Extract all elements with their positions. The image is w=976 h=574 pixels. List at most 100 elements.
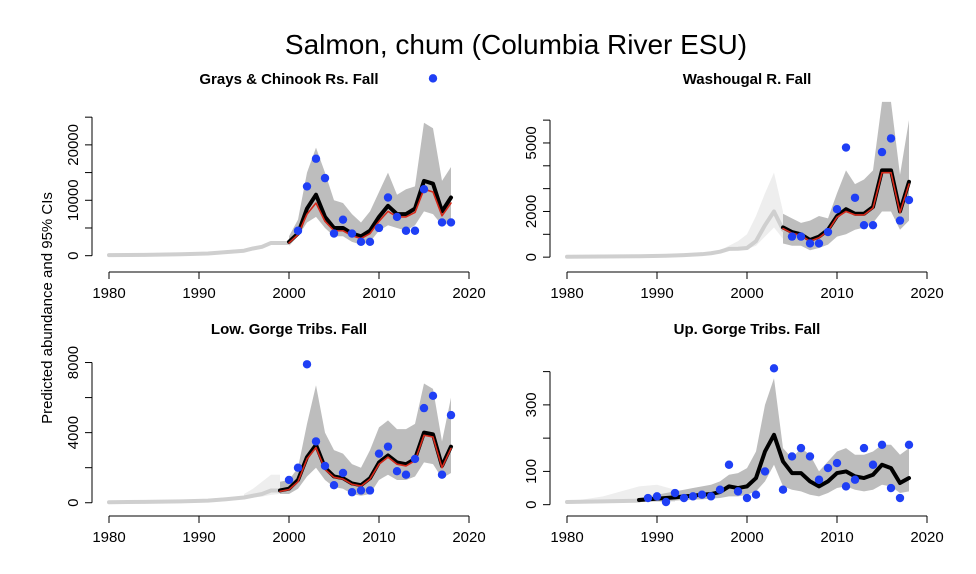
observed-point <box>437 470 447 479</box>
observed-point <box>823 227 833 237</box>
observed-point <box>383 193 393 202</box>
observed-point <box>832 204 842 214</box>
y-tick-label: 2000 <box>523 195 540 228</box>
panel-grays-chinook: Grays & Chinook Rs. Fall 1980 1990 2000 2010… <box>65 71 486 302</box>
y-tick-label: 0 <box>65 252 82 260</box>
y-tick-label: 0 <box>523 253 540 261</box>
observed-point <box>841 143 851 152</box>
observed-point <box>320 461 330 471</box>
observed-point <box>859 220 869 230</box>
observed-point <box>320 173 330 183</box>
axes: 1980 1990 2000 2010 2020 0 10000 20000 <box>65 116 486 302</box>
x-tick-label: 2010 <box>362 529 395 546</box>
observed-point <box>760 467 770 476</box>
observed-point <box>796 232 806 241</box>
panel-title: Up. Gorge Tribs. Fall <box>674 321 821 338</box>
observed-point <box>643 493 653 503</box>
panel-title: Low. Gorge Tribs. Fall <box>211 321 367 338</box>
x-tick-label: 2000 <box>272 285 305 302</box>
observed-point <box>904 440 914 449</box>
observed-point <box>868 220 878 230</box>
observed-point <box>338 215 348 224</box>
observed-point <box>877 147 887 157</box>
observed-point <box>311 437 321 446</box>
x-tick-label: 2010 <box>820 285 853 302</box>
observed-point <box>356 237 366 247</box>
x-tick-label: 2010 <box>362 285 395 302</box>
y-tick-label: 300 <box>523 392 540 417</box>
historical-line <box>565 209 785 259</box>
historical-line <box>565 498 641 505</box>
panel-washougal: Washougal R. Fall 1980 1990 2000 2010 2020 0 20… <box>523 71 944 302</box>
observed-point <box>329 481 339 490</box>
historical-band <box>720 172 783 253</box>
observed-point <box>410 454 420 464</box>
observed-point <box>446 410 456 420</box>
x-tick-label: 2020 <box>910 285 943 302</box>
x-tick-label: 1980 <box>550 285 583 302</box>
observed-point <box>365 486 375 495</box>
historical-line <box>107 240 291 258</box>
observed-point <box>419 403 429 413</box>
observed-point <box>787 452 797 461</box>
observed-point <box>284 475 294 485</box>
observed-point <box>652 492 662 501</box>
observed-point <box>805 452 815 461</box>
x-tick-label: 1990 <box>182 285 215 302</box>
observed-point <box>895 216 905 225</box>
observed-point <box>446 218 456 227</box>
observed-point <box>814 239 824 248</box>
observed-point <box>904 195 914 205</box>
y-tick-label: 8000 <box>65 346 82 379</box>
x-tick-label: 1980 <box>92 285 125 302</box>
axes: 1980 1990 2000 2010 2020 0 2000 5000 <box>523 119 944 302</box>
axes: 1980 1990 2000 2010 2020 0 100 300 <box>523 371 944 546</box>
observed-point <box>428 74 438 83</box>
x-tick-label: 2010 <box>820 529 853 546</box>
x-tick-label: 1980 <box>92 529 125 546</box>
historical-line <box>107 488 282 505</box>
observed-point <box>329 229 339 238</box>
figure-title: Salmon, chum (Columbia River ESU) <box>285 29 747 60</box>
fit-line <box>279 434 452 493</box>
observed-point <box>886 483 896 493</box>
ci-band <box>783 101 909 251</box>
observed-point <box>850 193 860 202</box>
panel-title: Grays & Chinook Rs. Fall <box>199 71 378 88</box>
observed-point <box>895 493 905 503</box>
observed-point <box>877 440 887 449</box>
panel-upper-gorge: Up. Gorge Tribs. Fall 1980 1990 2000 2010 202… <box>523 321 944 546</box>
observed-point <box>805 239 815 248</box>
observed-point <box>410 226 420 235</box>
observed-point <box>841 482 851 491</box>
x-tick-label: 2000 <box>272 529 305 546</box>
observed-point <box>670 488 680 498</box>
x-tick-label: 2000 <box>730 529 763 546</box>
observed-point <box>742 493 752 503</box>
observed-point <box>347 229 357 238</box>
observed-point <box>832 458 842 468</box>
observed-point <box>769 364 779 373</box>
estimate-line <box>287 178 453 244</box>
y-tick-label: 0 <box>523 501 540 509</box>
y-tick-label: 20000 <box>65 124 82 166</box>
observed-point <box>859 443 869 453</box>
x-tick-label: 2000 <box>730 285 763 302</box>
observed-point <box>401 470 411 479</box>
x-tick-label: 1990 <box>640 529 673 546</box>
panel-lower-gorge: Low. Gorge Tribs. Fall 1980 1990 2000 2010 20… <box>65 321 486 546</box>
observed-point <box>311 154 321 163</box>
y-tick-label: 100 <box>523 459 540 484</box>
observed-point <box>383 442 393 451</box>
observed-point <box>374 223 384 233</box>
observed-point <box>886 134 896 143</box>
axes: 1980 1990 2000 2010 2020 0 4000 8000 <box>65 346 486 546</box>
x-tick-label: 2020 <box>910 529 943 546</box>
observed-point <box>823 463 833 473</box>
y-tick-label: 0 <box>65 499 82 507</box>
observed-point <box>401 226 411 235</box>
observed-point <box>679 493 689 503</box>
observed-point <box>392 466 402 476</box>
panel-title: Washougal R. Fall <box>683 71 812 88</box>
